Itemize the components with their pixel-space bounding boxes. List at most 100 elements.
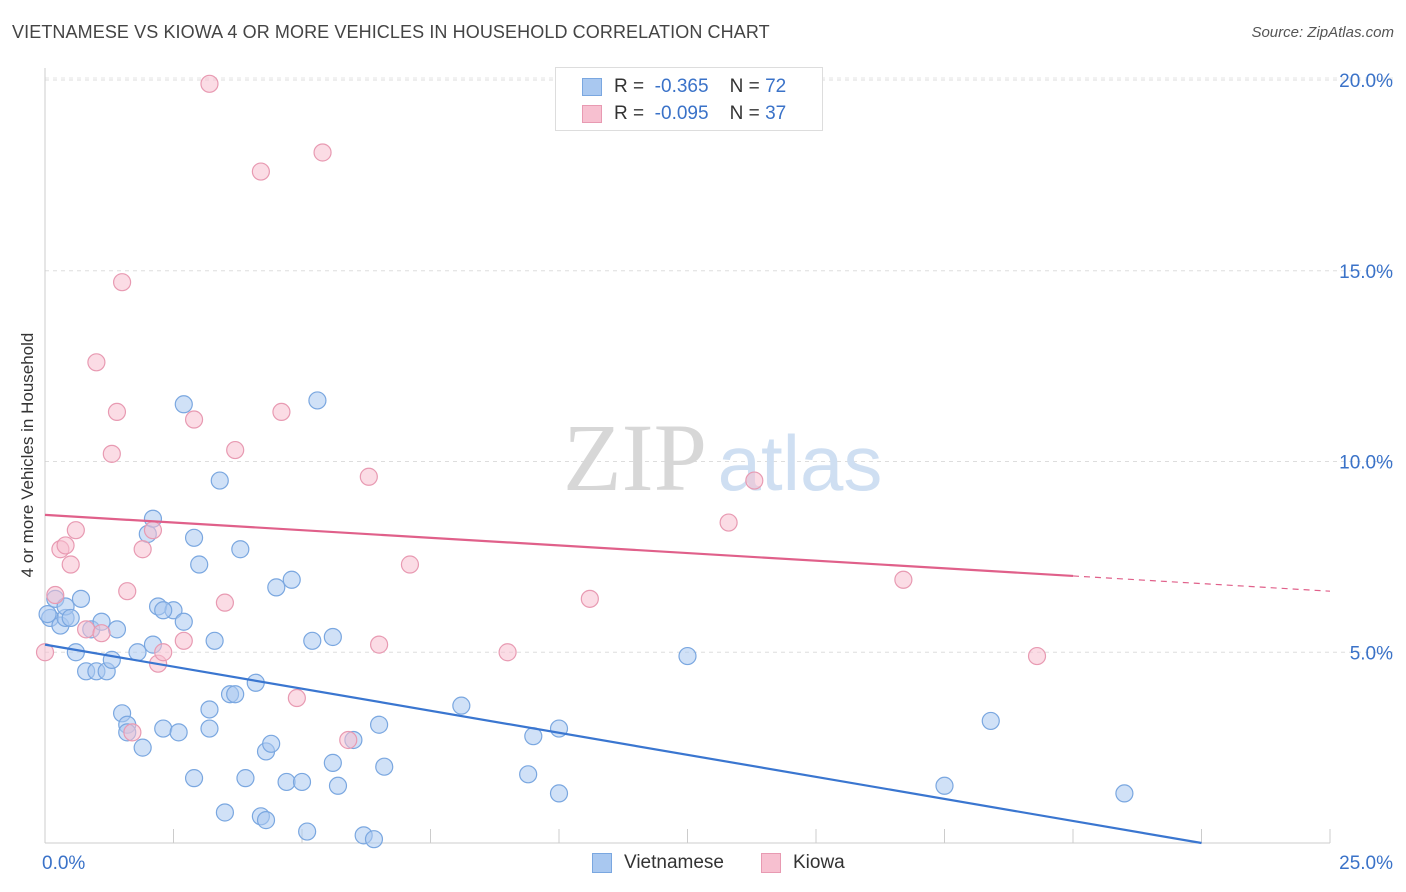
point-vietnamese — [549, 784, 569, 803]
point-vietnamese — [38, 604, 57, 624]
legend-stats-vietnamese: R = -0.365 N = 72 — [614, 76, 787, 97]
y-tick-label: 20.0% — [1339, 71, 1393, 92]
point-vietnamese — [174, 395, 193, 414]
point-kiowa — [313, 143, 332, 162]
trend-line-dashed-kiowa — [1072, 575, 1331, 592]
point-vietnamese — [323, 627, 342, 647]
data-points — [35, 74, 1134, 849]
legend-stats-kiowa: R = -0.095 N = 37 — [614, 103, 787, 124]
point-vietnamese — [303, 631, 322, 650]
point-vietnamese — [231, 540, 250, 559]
point-vietnamese — [154, 719, 173, 738]
point-kiowa — [339, 730, 358, 750]
point-vietnamese — [267, 578, 286, 597]
point-kiowa — [580, 589, 599, 608]
point-vietnamese — [282, 570, 301, 589]
point-kiowa — [35, 643, 55, 662]
grid — [45, 77, 1393, 653]
point-vietnamese — [200, 700, 219, 719]
point-kiowa — [154, 643, 173, 662]
point-kiowa — [287, 688, 306, 708]
trend-lines — [44, 513, 1331, 845]
point-kiowa — [719, 513, 738, 532]
point-kiowa — [56, 536, 75, 555]
point-kiowa — [745, 471, 764, 490]
point-kiowa — [77, 620, 96, 639]
point-vietnamese — [292, 772, 312, 792]
point-vietnamese — [678, 646, 697, 666]
point-vietnamese — [174, 612, 193, 631]
point-kiowa — [133, 540, 152, 559]
trend-line-kiowa — [44, 513, 1074, 578]
point-vietnamese — [71, 589, 91, 608]
point-kiowa — [226, 440, 245, 460]
point-vietnamese — [236, 769, 255, 788]
point-kiowa — [184, 410, 204, 429]
point-vietnamese — [375, 757, 394, 776]
point-vietnamese — [200, 719, 219, 738]
point-vietnamese — [277, 772, 296, 792]
point-kiowa — [46, 585, 65, 605]
point-kiowa — [251, 162, 270, 181]
point-kiowa — [112, 273, 132, 292]
legend-swatch-kiowa — [582, 105, 602, 123]
point-vietnamese — [205, 631, 224, 650]
watermark-zip: ZIP — [563, 404, 707, 511]
watermark: ZIP atlas — [563, 404, 882, 511]
point-kiowa — [174, 631, 193, 650]
point-vietnamese — [262, 734, 281, 753]
point-vietnamese — [364, 830, 384, 849]
point-vietnamese — [66, 643, 85, 662]
legend-swatch-vietnamese — [582, 78, 602, 96]
point-vietnamese — [981, 711, 1000, 731]
point-vietnamese — [102, 650, 121, 669]
point-kiowa — [123, 723, 142, 742]
point-kiowa — [498, 643, 517, 662]
point-kiowa — [143, 521, 163, 540]
point-vietnamese — [61, 608, 80, 628]
watermark-atlas: atlas — [718, 419, 883, 507]
point-vietnamese — [452, 696, 471, 715]
point-kiowa — [400, 555, 420, 574]
point-kiowa — [359, 467, 378, 486]
y-tick-label: 15.0% — [1339, 262, 1393, 283]
point-vietnamese — [154, 601, 173, 620]
point-vietnamese — [308, 391, 327, 410]
source-label: Source: ZipAtlas.com — [1251, 24, 1394, 41]
point-vietnamese — [210, 471, 229, 490]
point-vietnamese — [133, 738, 152, 757]
x-tick-label: 25.0% — [1339, 853, 1393, 874]
point-vietnamese — [323, 753, 342, 772]
point-kiowa — [894, 570, 913, 589]
bottom-legend-label-kiowa: Kiowa — [793, 852, 845, 873]
bottom-legend-swatch-vietnamese — [592, 853, 612, 873]
point-vietnamese — [215, 803, 234, 822]
point-kiowa — [107, 402, 127, 422]
x-tick-label: 0.0% — [42, 853, 85, 874]
tick-labels: 5.0% 10.0% 15.0% 20.0% 0.0% 25.0% — [42, 71, 1393, 874]
bottom-legend-swatch-kiowa — [761, 853, 781, 873]
point-vietnamese — [169, 723, 188, 742]
chart-title: VIETNAMESE VS KIOWA 4 OR MORE VEHICLES I… — [12, 22, 770, 42]
point-kiowa — [370, 635, 389, 654]
point-kiowa — [1027, 646, 1047, 666]
point-vietnamese — [184, 528, 204, 547]
point-kiowa — [118, 582, 137, 601]
point-vietnamese — [519, 765, 538, 784]
point-vietnamese — [190, 555, 209, 574]
point-vietnamese — [370, 715, 389, 734]
point-kiowa — [61, 555, 80, 574]
point-vietnamese — [128, 643, 147, 662]
point-vietnamese — [1115, 784, 1134, 803]
point-kiowa — [215, 593, 234, 612]
point-vietnamese — [256, 811, 276, 830]
y-tick-label: 10.0% — [1339, 453, 1393, 474]
trend-line-vietnamese — [44, 643, 1202, 845]
correlation-legend: R = -0.365 N = 72 R = -0.095 N = 37 — [555, 67, 823, 131]
point-vietnamese — [298, 822, 317, 841]
point-vietnamese — [184, 769, 204, 788]
point-vietnamese — [328, 776, 348, 795]
point-kiowa — [92, 624, 111, 643]
bottom-legend-label-vietnamese: Vietnamese — [624, 852, 724, 873]
